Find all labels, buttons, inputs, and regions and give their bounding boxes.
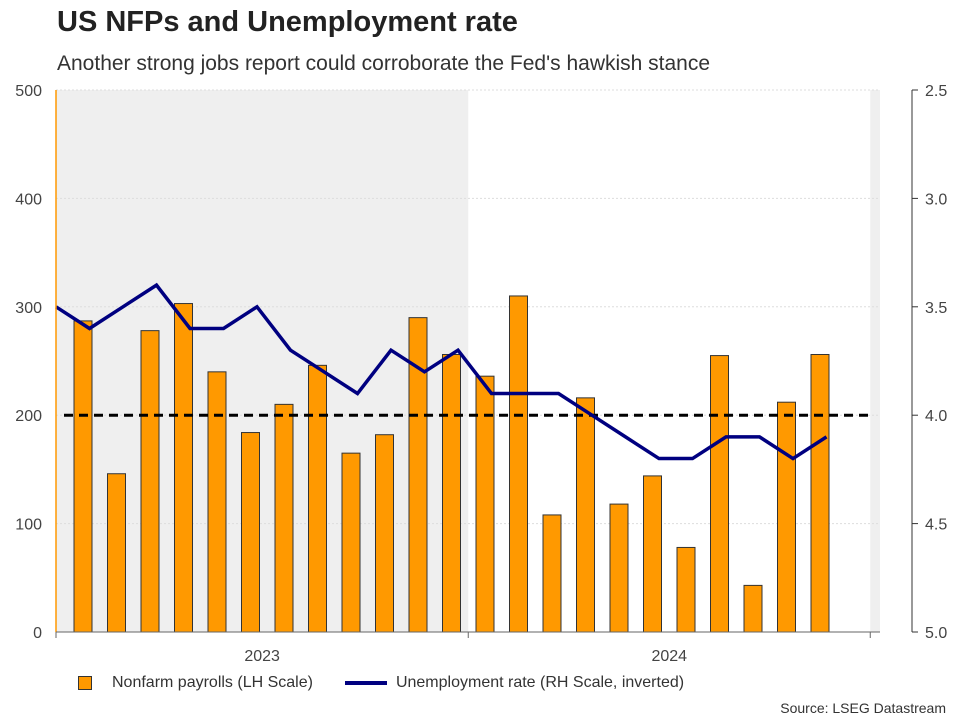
nfp-bar bbox=[576, 397, 595, 633]
nfp-bar bbox=[107, 473, 126, 633]
legend-swatch-bars bbox=[78, 676, 92, 690]
right-tick-label: 4.0 bbox=[925, 408, 947, 425]
legend-item-bars: Nonfarm payrolls (LH Scale) bbox=[78, 674, 313, 692]
left-tick-label: 400 bbox=[15, 191, 42, 208]
source-note: Source: LSEG Datastream bbox=[780, 700, 946, 716]
right-tick-label: 2.5 bbox=[925, 83, 947, 100]
right-tick-label: 4.5 bbox=[925, 517, 947, 534]
left-tick-label: 500 bbox=[15, 83, 42, 100]
nfp-bar bbox=[241, 432, 260, 633]
nfp-bar bbox=[73, 320, 93, 633]
nfp-bar bbox=[542, 514, 562, 633]
nfp-bar bbox=[207, 371, 227, 633]
legend: Nonfarm payrolls (LH Scale) Unemployment… bbox=[78, 674, 684, 692]
nfp-bar bbox=[710, 355, 729, 633]
nfp-bar bbox=[341, 452, 361, 633]
left-tick-label: 100 bbox=[15, 517, 42, 534]
nfp-bar bbox=[676, 546, 696, 633]
nfp-bar bbox=[308, 364, 327, 633]
nfp-bar bbox=[810, 353, 830, 633]
chart-subtitle: Another strong jobs report could corrobo… bbox=[57, 52, 711, 75]
right-tick-label: 3.0 bbox=[925, 191, 947, 208]
legend-swatch-line bbox=[344, 681, 387, 685]
legend-item-line: Unemployment rate (RH Scale, inverted) bbox=[344, 674, 685, 692]
unemployment-line bbox=[55, 282, 828, 461]
left-tick-label: 0 bbox=[33, 625, 42, 642]
left-tick-label: 200 bbox=[15, 408, 42, 425]
right-tick-label: 3.5 bbox=[925, 300, 947, 317]
nfp-bar bbox=[509, 295, 528, 633]
nfp-bar bbox=[442, 353, 461, 633]
axes: 0 100 200 300 400 500 2.5 3.0 3.5 4.0 4.5 5.0 2023 20… bbox=[15, 83, 947, 665]
nfp-bar bbox=[375, 434, 394, 633]
x-tick-label: 2023 bbox=[244, 648, 280, 665]
bar-series bbox=[73, 295, 830, 633]
nfp-bar bbox=[274, 403, 294, 633]
right-tick-label: 5.0 bbox=[925, 625, 947, 642]
nfp-bar bbox=[643, 475, 662, 633]
x-tick-label: 2024 bbox=[651, 648, 687, 665]
legend-label-bars: Nonfarm payrolls (LH Scale) bbox=[112, 674, 313, 691]
nfp-bar bbox=[743, 584, 763, 633]
left-tick-label: 300 bbox=[15, 300, 42, 317]
legend-label-line: Unemployment rate (RH Scale, inverted) bbox=[395, 674, 685, 691]
nfp-bar bbox=[609, 503, 629, 633]
nfp-bar bbox=[174, 303, 193, 633]
line-series bbox=[55, 282, 828, 461]
nfp-bar bbox=[777, 401, 796, 633]
chart-title: US NFPs and Unemployment rate bbox=[57, 6, 518, 38]
shade-2025 bbox=[870, 90, 880, 632]
nfp-bar bbox=[140, 330, 160, 633]
